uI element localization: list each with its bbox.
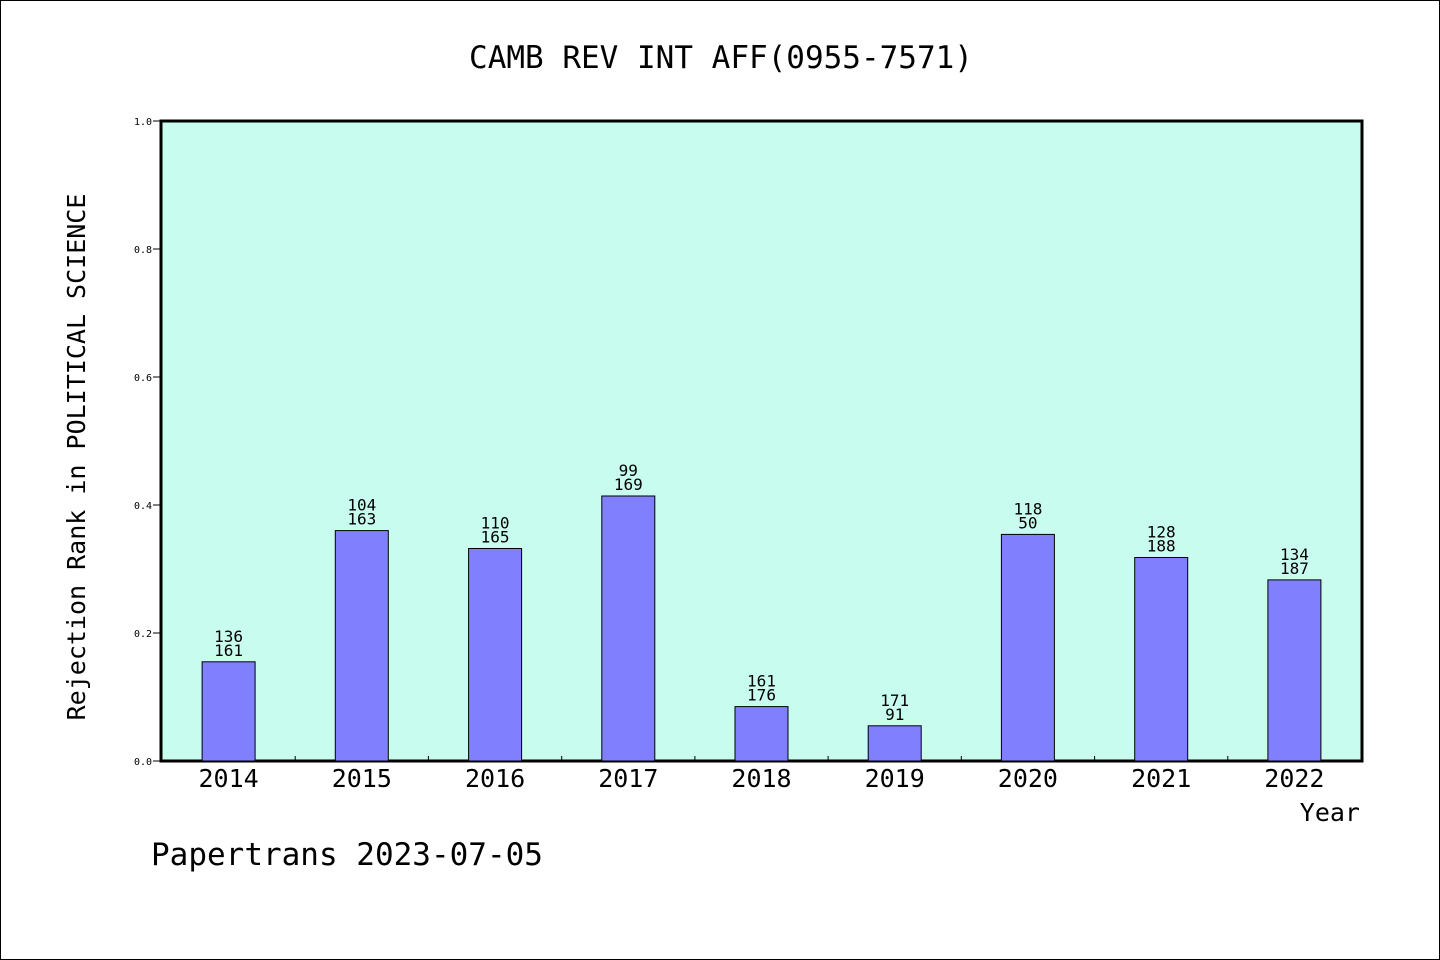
watermark-text: Papertrans 2023-07-05 <box>151 837 543 873</box>
y-axis-label: Rejection Rank in POLITICAL SCIENCE <box>62 194 91 721</box>
bar-2020 <box>1000 533 1055 762</box>
x-tick-label-2017: 2017 <box>598 764 658 793</box>
bar-label-bottom-2021: 188 <box>1147 537 1176 556</box>
bar-2016 <box>468 548 523 762</box>
bar-label-top-2015: 104 <box>347 496 376 515</box>
y-axis-ticks: 0.0 0.2 0.4 0.6 0.8 1.0 <box>134 117 161 768</box>
bar-label-top-2021: 128 <box>1147 523 1176 542</box>
bar-label-bottom-2014: 161 <box>214 641 243 660</box>
bar-label-top-2014: 136 <box>214 627 243 646</box>
x-axis-label: Year <box>1300 798 1360 827</box>
y-tick-label-4: 0.8 <box>134 245 152 256</box>
bar-2015 <box>334 530 389 762</box>
bar-2014 <box>201 661 256 762</box>
chart-title: CAMB REV INT AFF(0955-7571) <box>469 40 973 76</box>
bar-2022 <box>1267 579 1322 762</box>
y-tick-label-0: 0.0 <box>134 757 152 768</box>
bar-2018 <box>734 706 789 762</box>
bar-2019 <box>867 725 922 762</box>
x-tick-label-2018: 2018 <box>731 764 791 793</box>
bar-label-bottom-2020: 50 <box>1018 513 1037 532</box>
bar-label-top-2016: 110 <box>481 514 510 533</box>
y-tick-label-1: 0.2 <box>134 629 152 640</box>
x-tick-label-2022: 2022 <box>1264 764 1324 793</box>
x-axis-ticks: 2014 2015 2016 2017 2018 2019 2020 2021 2022 <box>198 756 1325 793</box>
bar-2017 <box>601 495 656 762</box>
x-tick-label-2021: 2021 <box>1131 764 1191 793</box>
bar-label-bottom-2017: 169 <box>614 475 643 494</box>
bar-label-bottom-2016: 165 <box>481 528 510 547</box>
y-tick-label-2: 0.4 <box>134 501 152 512</box>
bar-label-top-2022: 134 <box>1280 545 1309 564</box>
bar-label-top-2020: 118 <box>1013 499 1042 518</box>
bar-label-top-2019: 171 <box>880 691 909 710</box>
bar-label-bottom-2015: 163 <box>347 510 376 529</box>
y-tick-label-3: 0.6 <box>134 373 152 384</box>
x-tick-label-2019: 2019 <box>865 764 925 793</box>
bar-label-bottom-2018: 176 <box>747 686 776 705</box>
bar-label-bottom-2022: 187 <box>1280 559 1309 578</box>
y-tick-label-5: 1.0 <box>134 117 152 128</box>
x-tick-label-2015: 2015 <box>332 764 392 793</box>
x-tick-label-2020: 2020 <box>998 764 1058 793</box>
bar-label-top-2017: 99 <box>619 461 638 480</box>
x-tick-label-2014: 2014 <box>198 764 258 793</box>
bar-2021 <box>1134 557 1189 762</box>
bar-label-top-2018: 161 <box>747 672 776 691</box>
bar-label-bottom-2019: 91 <box>885 705 904 724</box>
x-tick-label-2016: 2016 <box>465 764 525 793</box>
